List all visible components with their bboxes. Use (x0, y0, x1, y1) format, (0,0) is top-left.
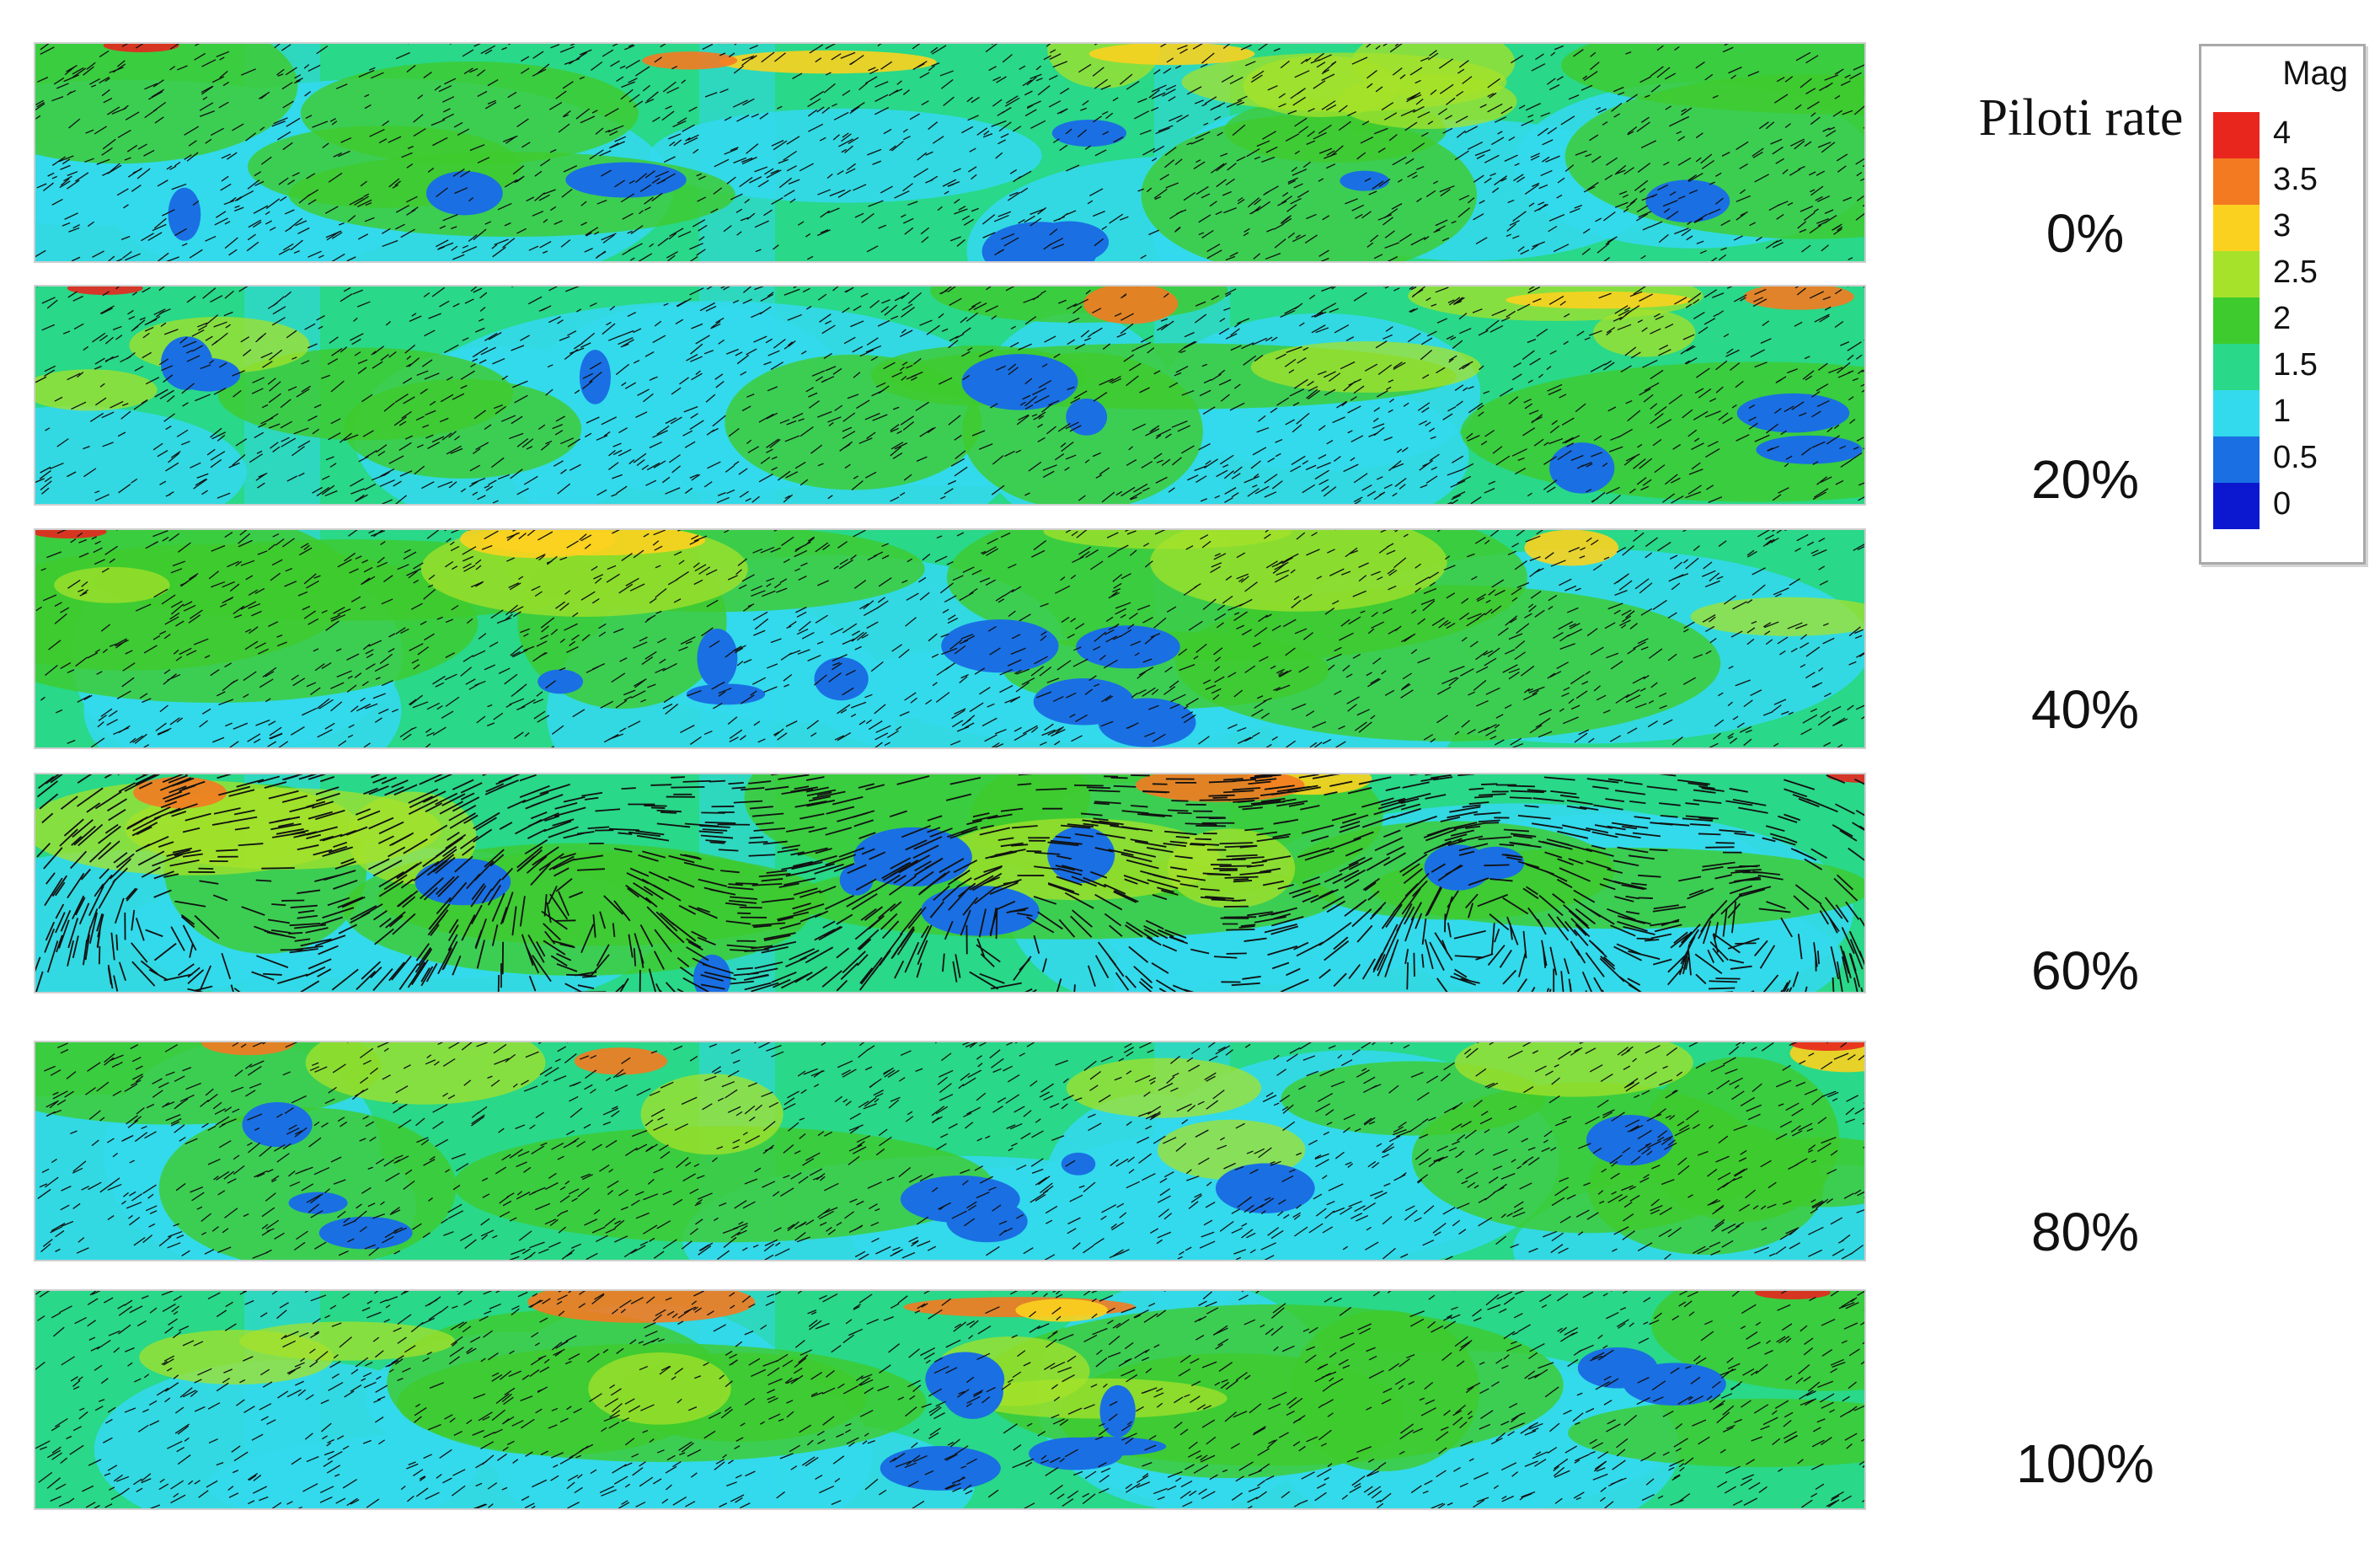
legend-tick-2-5: 2.5 (2273, 254, 2318, 290)
legend-tick-4: 4 (2273, 115, 2292, 151)
legend-swatch-0 (2213, 483, 2260, 529)
legend-tick-3-5: 3.5 (2273, 162, 2318, 197)
legend-swatch-0-5 (2213, 436, 2260, 483)
rate-label-40: 40% (2030, 679, 2140, 740)
legend-tick-2: 2 (2273, 301, 2292, 336)
legend-swatch-2-5 (2213, 251, 2260, 297)
rate-label-100: 100% (2016, 1433, 2154, 1494)
panel-piloti-20 (34, 285, 1866, 506)
legend-swatch-1 (2213, 390, 2260, 436)
panel-piloti-60 (34, 773, 1866, 993)
panel-piloti-0 (34, 42, 1866, 263)
legend-swatch-2 (2213, 297, 2260, 344)
rate-label-80: 80% (2030, 1202, 2140, 1262)
panel-piloti-80 (34, 1041, 1866, 1261)
magnitude-legend: Mag 4 3.5 3 2.5 2 1.5 1 0.5 0 (2199, 44, 2366, 565)
legend-tick-1-5: 1.5 (2273, 347, 2318, 383)
legend-swatch-4 (2213, 112, 2260, 158)
legend-tick-0: 0 (2273, 486, 2292, 522)
piloti-rate-title: Piloti rate (1978, 89, 2184, 147)
legend-tick-1: 1 (2273, 394, 2292, 429)
rate-label-20: 20% (2030, 449, 2140, 510)
panel-piloti-40 (34, 528, 1866, 749)
rate-label-0: 0% (2046, 203, 2125, 264)
legend-swatch-1-5 (2213, 344, 2260, 390)
legend-swatch-3-5 (2213, 158, 2260, 205)
legend-name: Mag (2282, 55, 2348, 92)
panel-piloti-100 (34, 1289, 1866, 1510)
legend-tick-0-5: 0.5 (2273, 440, 2318, 475)
legend-tick-3: 3 (2273, 208, 2292, 244)
rate-label-60: 60% (2030, 940, 2140, 1001)
legend-swatch-3 (2213, 205, 2260, 251)
